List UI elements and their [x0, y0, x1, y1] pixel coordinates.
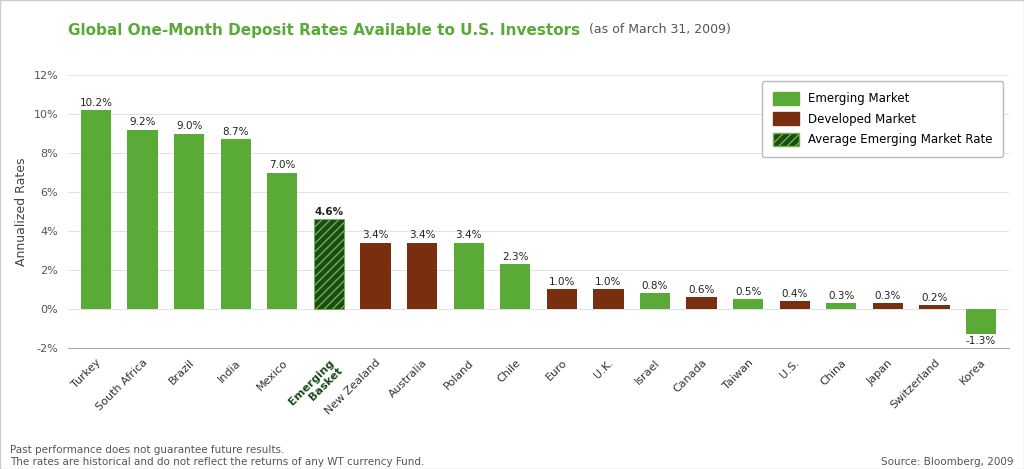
Text: 9.2%: 9.2%: [129, 117, 156, 128]
Y-axis label: Annualized Rates: Annualized Rates: [15, 157, 28, 266]
Bar: [872, 303, 903, 309]
Bar: [640, 293, 670, 309]
Text: 9.0%: 9.0%: [176, 121, 203, 131]
Bar: [593, 289, 624, 309]
Text: 0.8%: 0.8%: [642, 281, 668, 291]
Text: 4.6%: 4.6%: [314, 207, 343, 217]
Text: 8.7%: 8.7%: [222, 127, 249, 137]
Bar: [127, 130, 158, 309]
Bar: [920, 305, 949, 309]
Text: Source: Bloomberg, 2009: Source: Bloomberg, 2009: [882, 457, 1014, 467]
Text: 3.4%: 3.4%: [362, 230, 389, 240]
Text: 0.2%: 0.2%: [922, 293, 947, 303]
Bar: [500, 264, 530, 309]
Text: 2.3%: 2.3%: [502, 252, 528, 262]
Legend: Emerging Market, Developed Market, Average Emerging Market Rate: Emerging Market, Developed Market, Avera…: [762, 81, 1004, 157]
Text: 7.0%: 7.0%: [269, 160, 296, 170]
Text: 1.0%: 1.0%: [549, 277, 575, 287]
Bar: [686, 297, 717, 309]
Text: 0.6%: 0.6%: [688, 285, 715, 295]
Bar: [174, 134, 204, 309]
Bar: [81, 110, 112, 309]
Bar: [826, 303, 856, 309]
Bar: [267, 173, 297, 309]
Bar: [966, 309, 996, 334]
Text: 0.3%: 0.3%: [828, 291, 854, 301]
Text: Global One-Month Deposit Rates Available to U.S. Investors: Global One-Month Deposit Rates Available…: [68, 23, 581, 38]
Text: (as of March 31, 2009): (as of March 31, 2009): [585, 23, 731, 37]
Bar: [454, 242, 483, 309]
Text: 3.4%: 3.4%: [409, 230, 435, 240]
Text: 0.4%: 0.4%: [781, 289, 808, 299]
Text: 10.2%: 10.2%: [80, 98, 113, 108]
Text: Past performance does not guarantee future results.
The rates are historical and: Past performance does not guarantee futu…: [10, 445, 425, 467]
Text: 0.3%: 0.3%: [874, 291, 901, 301]
Text: 3.4%: 3.4%: [456, 230, 482, 240]
Bar: [407, 242, 437, 309]
Bar: [547, 289, 577, 309]
Bar: [360, 242, 390, 309]
Bar: [733, 299, 763, 309]
Text: 0.5%: 0.5%: [735, 287, 761, 297]
Bar: [313, 219, 344, 309]
Bar: [220, 139, 251, 309]
Bar: [779, 301, 810, 309]
Text: 1.0%: 1.0%: [595, 277, 622, 287]
Text: -1.3%: -1.3%: [966, 336, 996, 347]
